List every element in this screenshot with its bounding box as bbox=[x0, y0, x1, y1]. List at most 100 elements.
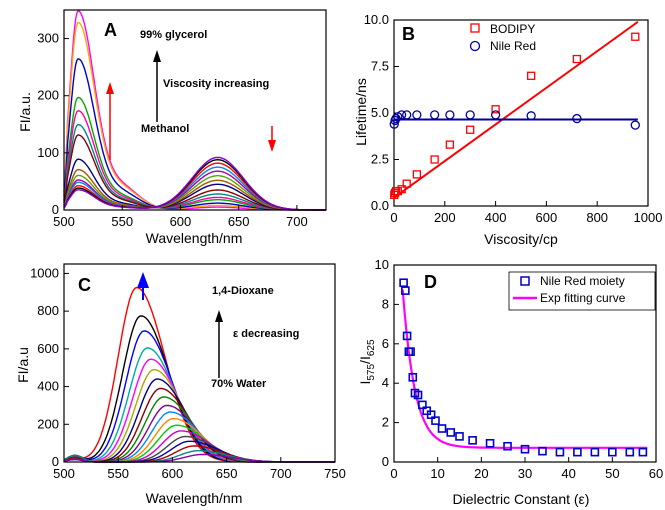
panel-a-annotation-middle: Viscosity increasing bbox=[163, 78, 269, 90]
panel-a-ylabel: FI/a.u. bbox=[17, 92, 33, 132]
panel-a-annotation-top: 99% glycerol bbox=[140, 29, 207, 41]
panel-a-ytick-label: 300 bbox=[37, 31, 59, 46]
panel-b-point-nile-red bbox=[630, 120, 640, 130]
legend-label-bodipy: BODIPY bbox=[490, 22, 535, 36]
panel-a-arrow-up-black bbox=[153, 50, 161, 122]
panel-b-point-nile-red bbox=[490, 110, 501, 120]
panel-a-xtick-label: 700 bbox=[286, 214, 308, 229]
panel-d-point-nile-red-moiety bbox=[625, 447, 635, 457]
panel-d-point-nile-red-moiety bbox=[608, 447, 617, 457]
panel-d-point-nile-red-moiety bbox=[503, 441, 512, 451]
panel-c-ytick-label: 800 bbox=[37, 303, 59, 318]
panel-d-point-nile-red-moiety bbox=[485, 438, 495, 448]
panel-d-point-nile-red-moiety bbox=[455, 432, 464, 441]
legend-marker-bodipy bbox=[470, 23, 480, 33]
panel-d-xtick-label: 40 bbox=[561, 466, 575, 481]
panel-d-xtick-label: 10 bbox=[430, 466, 444, 481]
panel-d-point-nile-red-moiety bbox=[401, 286, 410, 295]
panel-b-ytick-label: 7.5 bbox=[371, 59, 389, 74]
panel-b-point-bodipy bbox=[412, 170, 422, 179]
panel-c-xtick-label: 600 bbox=[162, 466, 184, 481]
panel-b-point-bodipy bbox=[572, 54, 582, 64]
panel-a-arrow-down-red bbox=[268, 126, 276, 152]
panel-d-point-nile-red-moiety bbox=[638, 447, 648, 457]
panel-d-point-nile-red-moiety bbox=[573, 447, 582, 457]
panel-a-label: A bbox=[104, 20, 117, 40]
panel-b-ytick-label: 5.0 bbox=[371, 105, 389, 120]
panel-d-fit-curve bbox=[401, 289, 648, 449]
panel-a-frame bbox=[63, 9, 327, 211]
panel-b-point-nile-red bbox=[389, 119, 399, 129]
panel-b-xtick-label: 200 bbox=[434, 210, 456, 225]
panel-b-point-bodipy bbox=[402, 179, 411, 188]
panel-d-ytick-label: 0 bbox=[382, 454, 389, 469]
panel-b-xtick-label: 1000 bbox=[634, 210, 663, 225]
panel-a-xlabel: Wavelength/nm bbox=[146, 230, 243, 246]
panel-c-arrow-up-black bbox=[215, 310, 223, 378]
panel-d-point-nile-red-moiety bbox=[555, 447, 565, 457]
panel-b-xtick-label: 400 bbox=[485, 210, 507, 225]
panel-d-exp-fit-curve bbox=[401, 289, 648, 449]
panel-b-xtick-label: 0 bbox=[390, 210, 397, 225]
panel-d-point-nile-red-moiety bbox=[426, 410, 436, 420]
panel-b-point-bodipy bbox=[430, 155, 439, 164]
panel-b-ytick-label: 0.0 bbox=[371, 198, 389, 213]
panel-d-point-nile-red-moiety bbox=[418, 400, 427, 410]
panel-d-point-nile-red-moiety bbox=[590, 447, 600, 457]
panel-b-point-nile-red bbox=[402, 110, 412, 120]
panel-c-xtick-label: 700 bbox=[270, 466, 292, 481]
panel-b-ytick-label: 10.0 bbox=[364, 12, 389, 27]
panel-c-annotation-top: 1,4-Dioxane bbox=[212, 285, 274, 297]
panel-b-markers bbox=[389, 32, 640, 199]
panel-d-legend: Nile Red moiety Exp fitting curve bbox=[508, 271, 656, 311]
panel-b-ytick-label: 2.5 bbox=[371, 152, 389, 167]
panel-c-ylabel: FI/a.u bbox=[15, 347, 31, 383]
panel-a-ytick-label: 200 bbox=[37, 88, 59, 103]
panel-d-label: D bbox=[424, 272, 437, 292]
panel-c-ytick-label: 200 bbox=[37, 416, 59, 431]
panel-b: 0 200 400 600 800 1000 0.0 2.5 5.0 7.5 10.0 B BODI… bbox=[353, 12, 662, 247]
legend-label-nile-red: Nile Red bbox=[490, 39, 536, 53]
panel-d-ytick-label: 4 bbox=[382, 375, 389, 390]
panel-d-point-nile-red-moiety bbox=[431, 416, 440, 425]
panel-b-point-nile-red bbox=[465, 110, 475, 120]
panel-c-annotation-bottom: 70% Water bbox=[211, 378, 267, 390]
panel-b-fit-lines bbox=[393, 21, 639, 199]
panel-b-point-nile-red bbox=[526, 111, 536, 121]
panel-a-curve-15 bbox=[63, 156, 326, 211]
panel-b-point-bodipy bbox=[491, 105, 500, 114]
panel-d-ytick-label: 2 bbox=[382, 415, 389, 430]
panel-d-point-nile-red-moiety bbox=[406, 347, 415, 356]
legend-marker-nile-red bbox=[469, 40, 481, 52]
panel-d-point-nile-red-moiety bbox=[402, 331, 412, 341]
panel-d-axes: 0 10 20 30 40 50 60 0 2 4 6 8 10 bbox=[375, 257, 664, 481]
panel-d-legend-box bbox=[508, 271, 656, 311]
panel-d-point-nile-red-moiety bbox=[413, 390, 423, 400]
panel-d-ytick-label: 8 bbox=[382, 296, 389, 311]
panel-c-label: C bbox=[78, 275, 91, 295]
panel-c-ytick-label: 400 bbox=[37, 379, 59, 394]
panel-b-xlabel: Viscosity/cp bbox=[484, 231, 558, 247]
panel-c-xtick-label: 650 bbox=[216, 466, 238, 481]
panel-a-ytick-label: 100 bbox=[37, 145, 59, 160]
panel-a-xtick-label: 600 bbox=[170, 214, 192, 229]
panel-a: 500 550 600 650 700 0 100 200 300 A 99% glycerol… bbox=[17, 9, 327, 246]
panel-c: 500 550 600 650 700 750 0 200 400 600 800 1000 C 1,… bbox=[15, 263, 346, 506]
panel-b-point-bodipy bbox=[445, 140, 455, 149]
panel-d-point-nile-red-moiety bbox=[446, 428, 456, 437]
panel-b-point-bodipy bbox=[631, 32, 640, 41]
panel-d-ytick-label: 6 bbox=[382, 336, 389, 351]
panel-b-point-nile-red bbox=[412, 110, 422, 120]
panel-d: 0 10 20 30 40 50 60 0 2 4 6 8 10 D Nile Red moiety E… bbox=[357, 257, 663, 507]
panel-a-curves bbox=[63, 10, 326, 211]
panel-b-point-nile-red bbox=[429, 110, 440, 120]
panel-b-point-bodipy bbox=[466, 125, 475, 134]
panel-a-arrow-up-red bbox=[106, 82, 114, 160]
panel-c-annotation-middle: ε decreasing bbox=[233, 328, 299, 340]
legend-label-nile-red-moiety: Nile Red moiety bbox=[540, 274, 625, 288]
panel-c-xtick-label: 750 bbox=[324, 466, 346, 481]
panel-b-point-bodipy bbox=[397, 185, 406, 194]
panel-a-ytick-label: 0 bbox=[52, 202, 59, 217]
panel-c-ytick-label: 0 bbox=[52, 454, 59, 469]
